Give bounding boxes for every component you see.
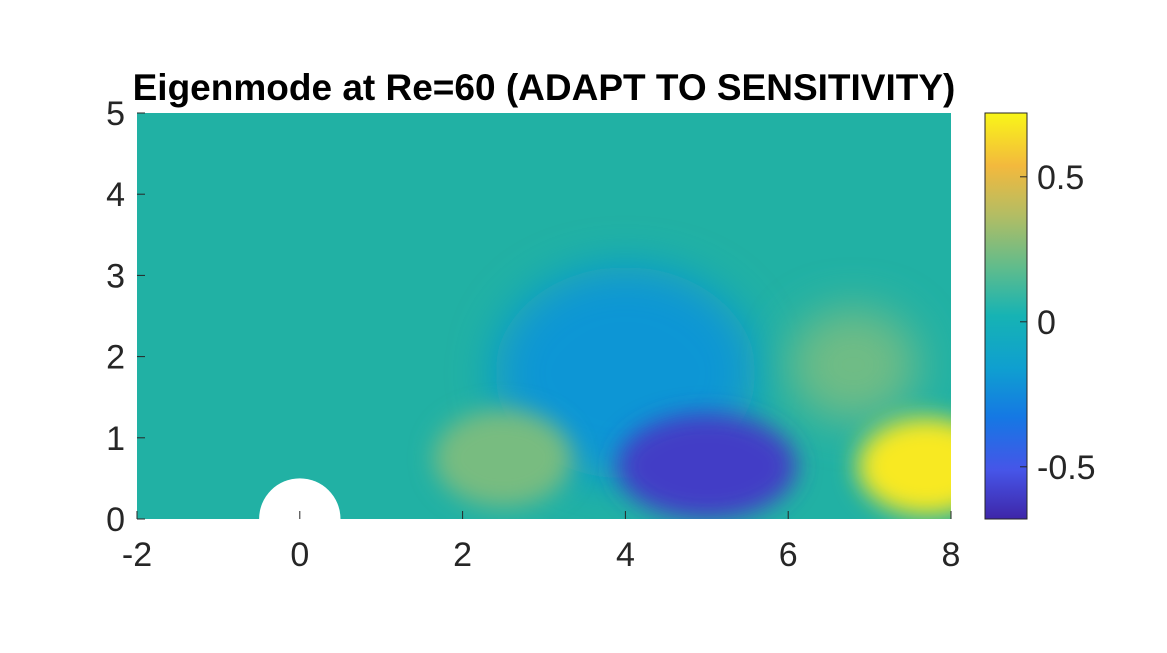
y-tick-label: 5 xyxy=(106,95,125,133)
colorbar-tick-label: 0.5 xyxy=(1037,159,1084,197)
y-tick-label: 2 xyxy=(106,339,125,377)
y-tick-label: 1 xyxy=(106,420,125,458)
y-tick-label: 0 xyxy=(106,501,125,539)
y-tick-label: 3 xyxy=(106,257,125,295)
mode-lobe xyxy=(857,417,951,515)
y-axis: 0 1 2 3 4 5 xyxy=(106,95,145,539)
x-tick-label: 6 xyxy=(779,536,798,574)
colorbar: -0.5 0 0.5 xyxy=(984,112,1096,520)
x-tick-label: 2 xyxy=(453,536,472,574)
mode-field xyxy=(137,113,951,519)
colorbar-gradient xyxy=(984,112,1028,520)
x-tick-label: 8 xyxy=(942,536,961,574)
mode-lobe xyxy=(788,307,919,422)
x-axis: -2 0 2 4 6 8 xyxy=(122,511,961,574)
colorbar-tick-label: 0 xyxy=(1037,304,1056,342)
colorbar-tick-label: -0.5 xyxy=(1037,449,1096,487)
chart-title: Eigenmode at Re=60 (ADAPT TO SENSITIVITY… xyxy=(133,67,956,108)
mode-lobe xyxy=(617,413,797,519)
y-tick-label: 4 xyxy=(106,176,125,214)
x-tick-label: 0 xyxy=(290,536,309,574)
mode-lobe xyxy=(434,409,573,507)
x-tick-label: -2 xyxy=(122,536,152,574)
cylinder-obstacle xyxy=(259,478,341,519)
x-tick-label: 4 xyxy=(616,536,635,574)
